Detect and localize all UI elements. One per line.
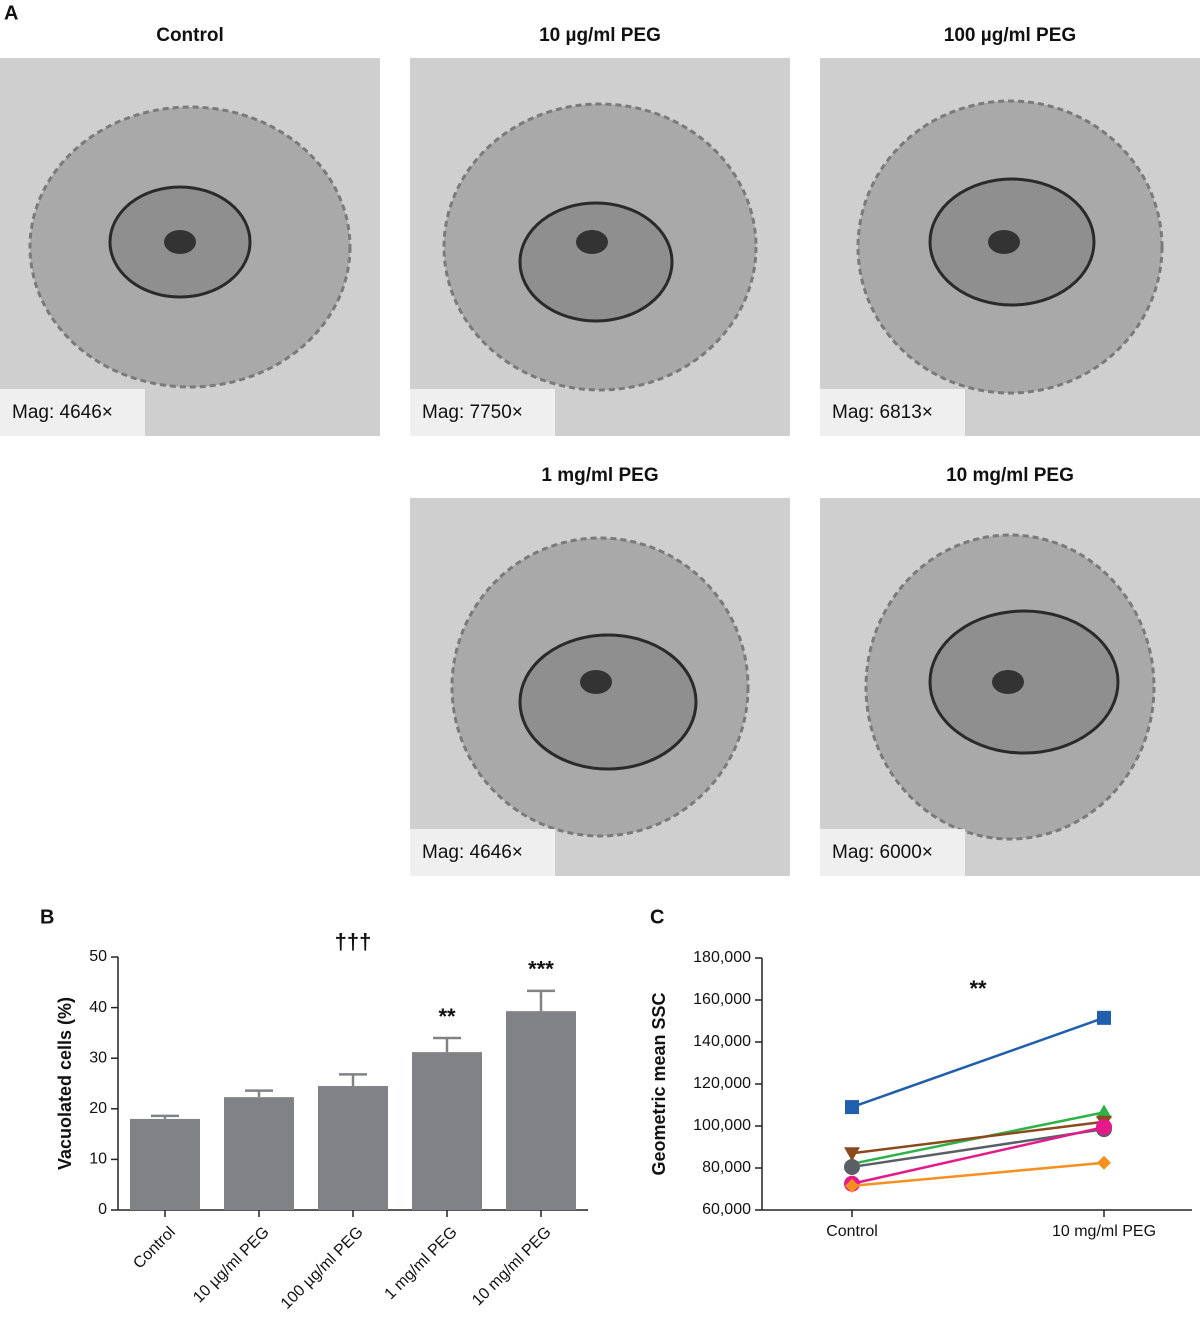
bar — [412, 1052, 482, 1210]
error-bar — [245, 1089, 273, 1098]
x-tick-label: 1 mg/ml PEG — [382, 1224, 461, 1303]
annotation: ** — [438, 1004, 456, 1029]
nucleolus — [576, 230, 608, 254]
y-tick-label: 120,000 — [693, 1075, 751, 1092]
x-tick-label: 10 µg/ml PEG — [190, 1224, 273, 1307]
series-line — [851, 1161, 1105, 1188]
mag-box — [820, 829, 965, 876]
y-tick-label: 180,000 — [693, 949, 751, 966]
panel-letter: B — [40, 906, 54, 928]
y-axis-title: Geometric mean SSC — [649, 992, 669, 1175]
marker — [1096, 1119, 1112, 1136]
mag-box — [820, 389, 965, 436]
marker — [1096, 1104, 1112, 1119]
y-tick-label: 160,000 — [693, 991, 751, 1008]
panel-letter: A — [4, 2, 18, 24]
y-tick-label: 10 — [89, 1151, 107, 1168]
mag-label: Mag: 4646× — [12, 402, 113, 423]
annotation: ††† — [335, 929, 372, 954]
marker — [1097, 1010, 1111, 1025]
nucleolus — [992, 670, 1024, 694]
mag-box — [0, 389, 145, 436]
series-line — [851, 1125, 1105, 1185]
nucleolus — [988, 230, 1020, 254]
y-tick-label: 100,000 — [693, 1117, 751, 1134]
error-bar — [433, 1036, 461, 1053]
marker — [1097, 1155, 1111, 1170]
annotation: *** — [528, 957, 554, 982]
nucleolus — [164, 230, 196, 254]
mag-label: Mag: 4646× — [422, 842, 523, 863]
mag-box — [410, 829, 555, 876]
y-tick-label: 50 — [89, 948, 107, 965]
micrograph-title: 100 µg/ml PEG — [944, 25, 1076, 46]
marker — [844, 1158, 860, 1175]
mag-label: Mag: 6000× — [832, 842, 933, 863]
nucleus — [518, 201, 674, 323]
y-tick-label: 140,000 — [693, 1033, 751, 1050]
nucleus — [518, 633, 698, 771]
y-tick-label: 60,000 — [702, 1201, 751, 1218]
mag-label: Mag: 7750× — [422, 402, 523, 423]
x-tick-label: Control — [130, 1224, 179, 1273]
y-tick-label: 20 — [89, 1100, 107, 1117]
series-line — [851, 1120, 1105, 1155]
bar — [224, 1097, 294, 1210]
bar — [130, 1118, 200, 1210]
y-tick-label: 30 — [89, 1049, 107, 1066]
x-tick-label: Control — [826, 1223, 878, 1240]
mag-label: Mag: 6813× — [832, 402, 933, 423]
bar — [318, 1086, 388, 1210]
bar — [506, 1011, 576, 1210]
x-tick-label: 10 mg/ml PEG — [469, 1224, 555, 1310]
x-tick-label: 100 µg/ml PEG — [278, 1224, 367, 1313]
micrograph-title: 1 mg/ml PEG — [541, 465, 658, 486]
y-tick-label: 0 — [98, 1201, 107, 1218]
error-bar — [527, 989, 555, 1012]
x-tick-label: 10 mg/ml PEG — [1052, 1223, 1156, 1240]
marker — [844, 1147, 860, 1162]
error-bar — [339, 1073, 367, 1087]
marker — [845, 1178, 859, 1193]
annotation: ** — [969, 976, 987, 1001]
y-tick-label: 40 — [89, 999, 107, 1016]
micrograph-title: 10 mg/ml PEG — [946, 465, 1074, 486]
nucleolus — [580, 670, 612, 694]
micrograph-title: Control — [156, 25, 224, 46]
marker — [845, 1100, 859, 1115]
y-axis-title: Vacuolated cells (%) — [55, 997, 75, 1170]
y-tick-label: 80,000 — [702, 1159, 751, 1176]
error-bar — [151, 1114, 179, 1119]
series-line — [851, 1016, 1105, 1109]
panel-letter: C — [650, 906, 664, 928]
mag-box — [410, 389, 555, 436]
micrograph-title: 10 µg/ml PEG — [539, 25, 661, 46]
